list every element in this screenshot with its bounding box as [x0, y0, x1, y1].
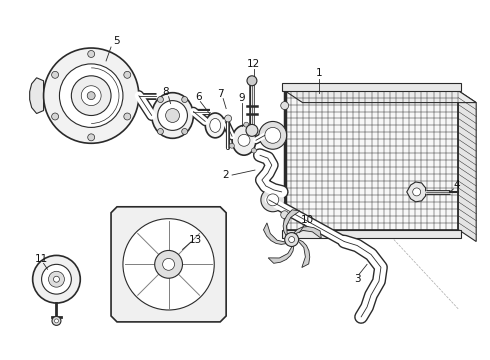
Circle shape	[163, 258, 174, 270]
Circle shape	[155, 251, 182, 278]
Circle shape	[53, 276, 59, 282]
Circle shape	[259, 121, 287, 149]
Bar	[282, 230, 461, 238]
Circle shape	[182, 96, 188, 103]
Circle shape	[123, 219, 214, 310]
Circle shape	[51, 71, 59, 78]
Polygon shape	[30, 78, 44, 113]
Circle shape	[238, 134, 250, 146]
Circle shape	[42, 264, 72, 294]
Circle shape	[59, 64, 123, 127]
Text: 3: 3	[354, 274, 361, 284]
Circle shape	[267, 194, 279, 206]
Circle shape	[87, 92, 95, 100]
Circle shape	[251, 148, 256, 153]
Ellipse shape	[152, 93, 194, 138]
Circle shape	[124, 71, 131, 78]
Circle shape	[246, 125, 258, 136]
Polygon shape	[283, 210, 300, 235]
Text: 10: 10	[301, 215, 314, 225]
Circle shape	[124, 113, 131, 120]
Circle shape	[244, 122, 249, 127]
Polygon shape	[268, 246, 294, 263]
Circle shape	[33, 255, 80, 303]
Circle shape	[49, 271, 64, 287]
Circle shape	[157, 129, 164, 134]
Text: 9: 9	[239, 93, 245, 103]
Text: 12: 12	[247, 59, 261, 69]
Text: 4: 4	[453, 180, 460, 190]
Circle shape	[413, 188, 420, 196]
Circle shape	[247, 76, 257, 86]
Circle shape	[54, 319, 58, 323]
Circle shape	[51, 113, 59, 120]
Text: 6: 6	[195, 92, 202, 102]
Circle shape	[261, 188, 285, 212]
Ellipse shape	[205, 113, 225, 138]
Polygon shape	[264, 223, 286, 244]
Circle shape	[182, 129, 188, 134]
Text: 5: 5	[113, 36, 120, 46]
Circle shape	[281, 211, 289, 219]
Circle shape	[88, 50, 95, 58]
Text: 1: 1	[316, 68, 323, 78]
Polygon shape	[111, 207, 226, 322]
Circle shape	[285, 233, 298, 247]
Ellipse shape	[232, 125, 256, 155]
Circle shape	[289, 237, 294, 243]
Text: 8: 8	[162, 87, 169, 97]
Polygon shape	[285, 91, 476, 103]
Circle shape	[265, 127, 281, 143]
Polygon shape	[294, 226, 321, 238]
Text: 2: 2	[222, 170, 228, 180]
Polygon shape	[285, 91, 458, 230]
Circle shape	[72, 76, 111, 116]
Circle shape	[157, 96, 164, 103]
Circle shape	[158, 100, 188, 130]
Circle shape	[281, 102, 289, 109]
Text: 13: 13	[189, 234, 202, 244]
Polygon shape	[407, 182, 426, 202]
Polygon shape	[458, 91, 476, 242]
Text: 11: 11	[35, 255, 48, 264]
Bar	[282, 83, 461, 91]
Circle shape	[88, 134, 95, 141]
Text: 7: 7	[217, 89, 223, 99]
Polygon shape	[298, 239, 310, 267]
Ellipse shape	[210, 118, 220, 132]
Circle shape	[44, 48, 139, 143]
Circle shape	[52, 316, 61, 325]
Circle shape	[224, 115, 232, 122]
Circle shape	[81, 86, 101, 105]
Circle shape	[229, 143, 234, 148]
Circle shape	[166, 109, 179, 122]
